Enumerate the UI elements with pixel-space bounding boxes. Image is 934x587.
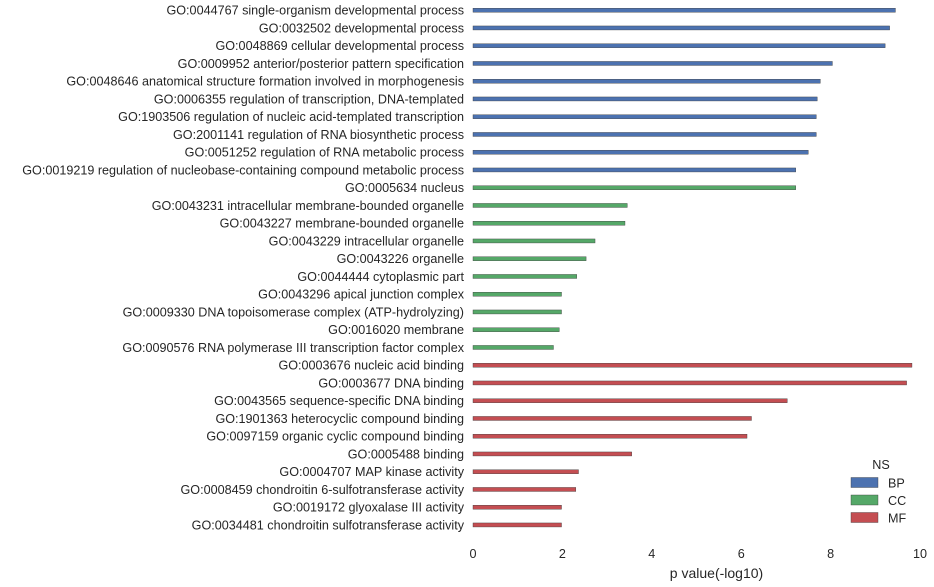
bar-bp xyxy=(472,167,796,173)
legend: NS BP CC MF xyxy=(850,458,906,526)
bar-bp xyxy=(472,78,821,84)
category-label: GO:0019172 glyoxalase III activity xyxy=(273,501,465,515)
bar-cc xyxy=(472,256,587,261)
bar-cc xyxy=(472,185,796,190)
legend-swatch-mf xyxy=(850,512,879,523)
category-label: GO:0006355 regulation of transcription, … xyxy=(154,92,464,106)
category-label: GO:1903506 regulation of nucleic acid-te… xyxy=(118,110,464,124)
x-tick-label: 2 xyxy=(559,547,566,561)
legend-label-bp: BP xyxy=(888,477,905,491)
bar-mf xyxy=(472,363,913,368)
category-label: GO:0016020 membrane xyxy=(328,323,464,337)
x-axis-label: p value(-log10) xyxy=(670,565,763,581)
bar-cc xyxy=(472,203,628,208)
x-tick-label: 6 xyxy=(738,547,745,561)
category-label: GO:0003677 DNA binding xyxy=(318,376,464,390)
category-label: GO:0043229 intracellular organelle xyxy=(269,234,464,248)
bar-bp xyxy=(472,114,817,119)
category-label: GO:0005488 binding xyxy=(348,447,464,461)
bar-cc xyxy=(472,327,560,332)
bar-mf xyxy=(472,434,748,439)
category-label: GO:0048646 anatomical structure formatio… xyxy=(66,75,464,89)
category-label: GO:0009952 anterior/posterior pattern sp… xyxy=(178,57,464,71)
bar-mf xyxy=(472,451,632,457)
bar-mf xyxy=(472,505,562,510)
category-label: GO:0043226 organelle xyxy=(337,252,464,266)
category-label: GO:0043296 apical junction complex xyxy=(258,288,465,302)
category-label: GO:0051252 regulation of RNA metabolic p… xyxy=(185,146,464,160)
bar-mf xyxy=(472,487,577,492)
bar-bp xyxy=(472,132,817,137)
category-label: GO:1901363 heterocyclic compound binding xyxy=(215,412,464,426)
legend-label-mf: MF xyxy=(888,512,906,526)
category-label: GO:0003676 nucleic acid binding xyxy=(278,359,464,373)
bar-cc xyxy=(472,345,554,350)
category-label: GO:0009330 DNA topoisomerase complex (AT… xyxy=(123,305,464,319)
bar-mf xyxy=(472,380,907,386)
bar-bp xyxy=(472,61,833,66)
category-label: GO:0097159 organic cyclic compound bindi… xyxy=(206,430,464,444)
category-label: GO:0034481 chondroitin sulfotransferase … xyxy=(192,518,465,532)
category-label: GO:0043231 intracellular membrane-bounde… xyxy=(152,199,464,213)
bar-cc xyxy=(472,238,596,244)
bar-bp xyxy=(472,96,818,102)
bar-mf xyxy=(472,398,788,403)
legend-label-cc: CC xyxy=(888,494,906,508)
category-label: GO:0005634 nucleus xyxy=(345,181,464,195)
bar-cc xyxy=(472,274,577,279)
category-label: GO:0090576 RNA polymerase III transcript… xyxy=(122,341,464,355)
bar-cc xyxy=(472,220,626,226)
category-label: GO:0008459 chondroitin 6-sulfotransferas… xyxy=(180,483,464,497)
bar-mf xyxy=(472,469,579,474)
x-tick-label: 8 xyxy=(827,547,834,561)
x-tick-label: 10 xyxy=(913,547,927,561)
category-label: GO:0048869 cellular developmental proces… xyxy=(215,39,464,53)
bar-bp xyxy=(472,7,896,13)
bar-cc xyxy=(472,309,562,315)
bar-mf xyxy=(472,416,752,421)
category-label: GO:2001141 regulation of RNA biosyntheti… xyxy=(173,128,464,142)
category-label: GO:0032502 developmental process xyxy=(259,21,464,35)
x-tick-label: 4 xyxy=(648,547,655,561)
category-label: GO:0043565 sequence-specific DNA binding xyxy=(214,394,464,408)
bar-bp xyxy=(472,149,809,155)
category-label: GO:0004707 MAP kinase activity xyxy=(279,465,464,479)
legend-swatch-cc xyxy=(850,494,879,506)
bar-bp xyxy=(472,25,890,31)
category-label: GO:0019219 regulation of nucleobase-cont… xyxy=(22,163,464,177)
category-label: GO:0043227 membrane-bounded organelle xyxy=(220,217,464,231)
category-labels: GO:0044767 single-organism developmental… xyxy=(22,4,464,533)
legend-swatch-bp xyxy=(850,477,879,488)
bar-bp xyxy=(472,43,886,48)
bar-cc xyxy=(472,292,562,297)
x-tick-label: 0 xyxy=(469,547,476,561)
legend-title: NS xyxy=(872,458,890,472)
category-label: GO:0044767 single-organism developmental… xyxy=(166,4,464,18)
bar-mf xyxy=(472,522,562,528)
bars-group xyxy=(472,7,913,528)
category-label: GO:0044444 cytoplasmic part xyxy=(297,270,464,284)
x-tick-labels: 0 2 4 6 8 10 xyxy=(469,547,927,561)
